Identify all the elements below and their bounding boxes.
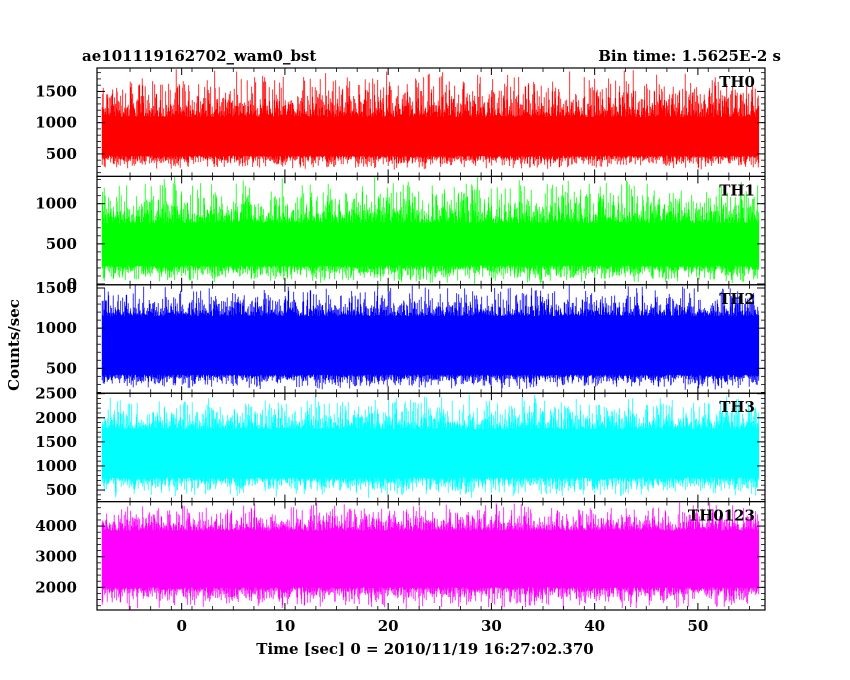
y-tick-label: 1500 [35, 433, 77, 451]
y-tick-label: 2500 [35, 385, 77, 403]
y-tick-label: 1000 [35, 319, 77, 337]
panel-th0123: 2000 3000 4000 TH0123 [35, 501, 766, 611]
panel-label: TH1 [719, 181, 755, 199]
chart-title-left: ae101119162702_wam0_bst [82, 47, 316, 65]
y-tick-label: 1000 [35, 195, 77, 213]
x-tick-label: 10 [274, 617, 295, 635]
panel-label: TH3 [719, 398, 755, 416]
panel-th2: 500 1000 1500 TH2 [35, 279, 766, 394]
y-tick-label: 2000 [35, 409, 77, 427]
panel-label: TH0123 [688, 507, 755, 525]
y-tick-label: 4000 [35, 517, 77, 535]
y-tick-label: 500 [46, 481, 77, 499]
chart-title-right: Bin time: 1.5625E-2 s [598, 47, 781, 65]
x-axis: 0 10 20 30 40 50 [176, 617, 708, 635]
x-axis-label: Time [sec] 0 = 2010/11/19 16:27:02.370 [256, 640, 593, 658]
panel-label: TH2 [719, 290, 755, 308]
y-tick-label: 2000 [35, 578, 77, 596]
y-tick-label: 500 [46, 359, 77, 377]
x-tick-label: 20 [378, 617, 399, 635]
panels-group: 50010001500TH005001000TH150010001500TH25… [35, 67, 766, 611]
y-tick-label: 1000 [35, 457, 77, 475]
x-tick-label: 40 [584, 617, 605, 635]
panel-th0: 500 1000 1500 TH0 [35, 67, 766, 178]
series-line-th3 [101, 394, 760, 498]
y-tick-label: 0 [67, 275, 77, 293]
panel-label: TH0 [719, 73, 755, 91]
x-tick-label: 0 [176, 617, 186, 635]
y-tick-label: 1500 [35, 279, 77, 297]
x-tick-label: 30 [481, 617, 502, 635]
panel-th1: 0 500 1000 TH1 [35, 175, 766, 293]
series-line-th2 [101, 284, 760, 390]
series-line-th1 [101, 176, 760, 285]
panel-th3: 500 1000 1500 2000 2500 TH3 [35, 385, 766, 503]
x-tick-label: 50 [687, 617, 708, 635]
y-tick-label: 3000 [35, 548, 77, 566]
y-tick-label: 1500 [35, 82, 77, 100]
y-tick-label: 500 [46, 145, 77, 163]
y-axis-label: Counts/sec [5, 299, 23, 391]
y-tick-label: 500 [46, 235, 77, 253]
series-line-th0 [101, 69, 760, 170]
y-tick-label: 1000 [35, 114, 77, 132]
series-line-th0123 [101, 502, 760, 610]
panel-frame [96, 501, 766, 611]
